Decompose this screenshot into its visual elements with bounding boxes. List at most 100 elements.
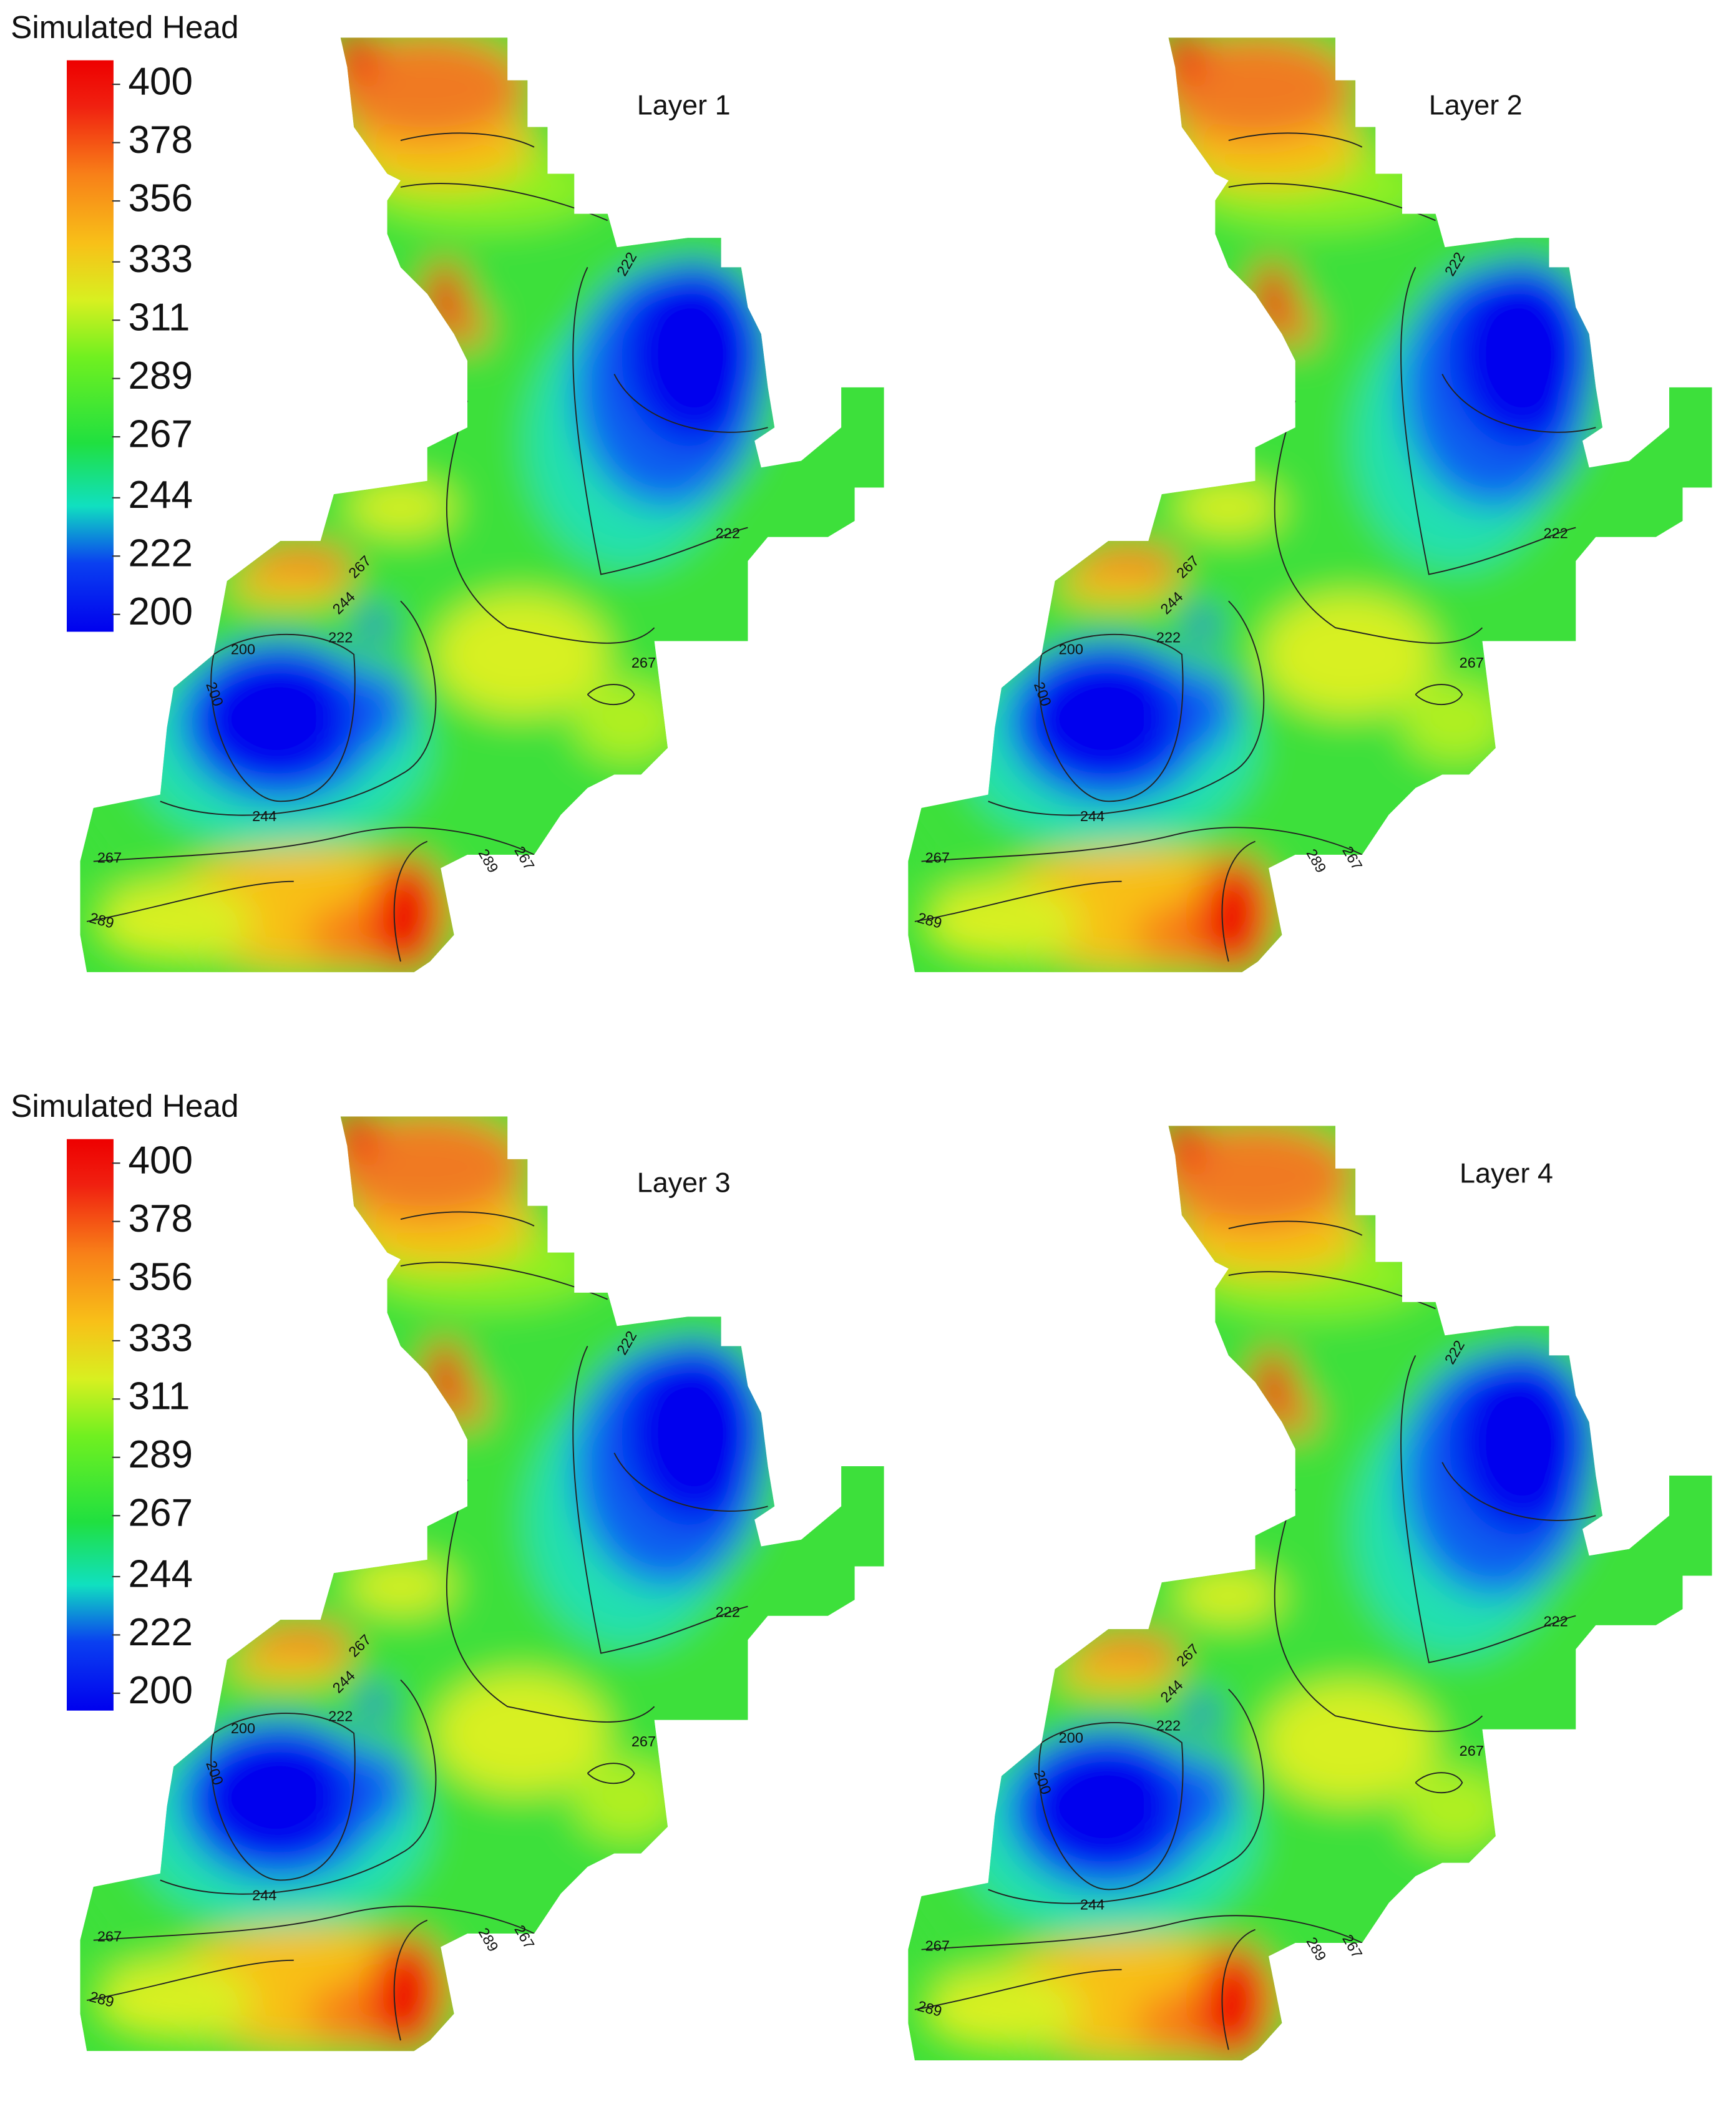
- head-zone: [1158, 37, 1206, 80]
- head-zone: [1181, 1756, 1236, 1836]
- head-zone: [1024, 1733, 1179, 1872]
- panel-title: Layer 1: [637, 89, 731, 120]
- colorbar-tick-label: 311: [128, 1375, 190, 1418]
- head-zone: [1402, 681, 1509, 762]
- contour-line: [446, 1479, 655, 1723]
- contour-label: 200: [231, 1720, 255, 1736]
- head-zone: [574, 1759, 681, 1841]
- contour-line: [613, 374, 768, 433]
- contour-line: [587, 1763, 635, 1784]
- head-zone: [347, 1559, 454, 1613]
- contour-label: 244: [1080, 1896, 1105, 1912]
- contour-line: [393, 840, 428, 962]
- contour-label: 222: [716, 525, 740, 542]
- head-zone: [1175, 1569, 1282, 1623]
- colorbar-tick-label: 378: [128, 1197, 193, 1240]
- contour-line: [393, 1919, 428, 2041]
- colorbar: [67, 1139, 114, 1711]
- head-zone: [369, 854, 445, 973]
- contour-line: [446, 401, 655, 644]
- head-zone: [921, 881, 1082, 962]
- head-zone: [227, 572, 348, 604]
- contour-line: [1228, 1220, 1363, 1236]
- head-zone: [1155, 37, 1356, 141]
- contour-line: [1221, 840, 1256, 962]
- contour-label: 267: [97, 850, 122, 866]
- colorbar-tick-label: 311: [128, 296, 190, 339]
- contour-line: [1415, 1772, 1463, 1794]
- head-zone: [227, 1650, 348, 1683]
- head-zone: [329, 37, 378, 80]
- head-zone: [93, 1960, 254, 2041]
- contour-line: [93, 827, 535, 862]
- colorbar-tick-label: 378: [128, 119, 193, 162]
- panel-title: Layer 2: [1429, 89, 1523, 120]
- head-zone: [1181, 668, 1236, 748]
- head-zone: [921, 1969, 1082, 2050]
- contour-label: 267: [1460, 654, 1484, 671]
- panel-title: Layer 4: [1460, 1157, 1553, 1189]
- contour-label: 267: [925, 850, 950, 866]
- head-zone: [1188, 606, 1216, 644]
- contour-line: [921, 827, 1363, 862]
- legend-title: Simulated Head: [11, 1088, 238, 1124]
- contour-line: [1441, 374, 1596, 433]
- contour-label: 222: [1543, 525, 1568, 542]
- head-zone: [1197, 854, 1273, 973]
- contour-line: [921, 1915, 1363, 1950]
- contour-line: [988, 600, 1265, 816]
- head-zone: [354, 1746, 407, 1827]
- contour-line: [914, 1968, 1122, 2010]
- colorbar-tick-label: 400: [128, 1139, 193, 1182]
- head-zone: [196, 645, 351, 784]
- head-zone: [196, 1724, 351, 1863]
- head-zone: [449, 306, 486, 349]
- colorbar-tick-label: 200: [128, 1669, 193, 1712]
- colorbar-tick-label: 333: [128, 1316, 193, 1360]
- head-zone: [327, 1116, 528, 1220]
- contour-label: 244: [252, 1887, 276, 1903]
- colorbar-tick-label: 200: [128, 590, 193, 633]
- head-zone: [1055, 572, 1176, 604]
- colorbar-tick-label: 289: [128, 1433, 193, 1476]
- contour-line: [1038, 1721, 1184, 1890]
- colorbar-tick-label: 289: [128, 354, 193, 397]
- contour-label: 222: [1543, 1613, 1568, 1630]
- contour-label: 222: [1156, 629, 1181, 645]
- head-zone: [1262, 1682, 1436, 1803]
- colorbar-tick-label: 333: [128, 238, 193, 281]
- colorbar-tick-label: 267: [128, 413, 193, 456]
- colorbar-tick-label: 222: [128, 1611, 193, 1654]
- head-zone: [1188, 1694, 1216, 1732]
- head-zone: [360, 1685, 388, 1723]
- contour-label: 244: [252, 808, 276, 824]
- contour-line: [210, 1712, 356, 1881]
- contour-line: [1038, 633, 1184, 802]
- head-zone: [93, 881, 254, 962]
- head-zone: [360, 606, 388, 644]
- head-zone: [1155, 1126, 1356, 1229]
- contour-line: [400, 1211, 535, 1227]
- contour-label: 267: [97, 1929, 122, 1945]
- contour-line: [160, 600, 437, 816]
- contour-label: 200: [231, 641, 255, 658]
- head-zone: [1448, 260, 1596, 448]
- head-zone: [621, 1339, 768, 1527]
- head-zone: [1055, 1660, 1176, 1692]
- contour-label: 267: [925, 1938, 950, 1954]
- head-zone: [1197, 1943, 1273, 2061]
- contour-line: [1400, 266, 1576, 575]
- contour-line: [86, 1959, 294, 2001]
- head-zone: [449, 1384, 486, 1428]
- contour-line: [93, 1905, 535, 1941]
- head-zone: [1158, 1126, 1206, 1169]
- contour-line: [1228, 132, 1363, 148]
- contour-line: [914, 880, 1122, 922]
- colorbar-tick-label: 356: [128, 1256, 193, 1299]
- contour-label: 267: [631, 1733, 656, 1749]
- contour-line: [1441, 1462, 1596, 1521]
- head-zone: [1448, 1348, 1596, 1536]
